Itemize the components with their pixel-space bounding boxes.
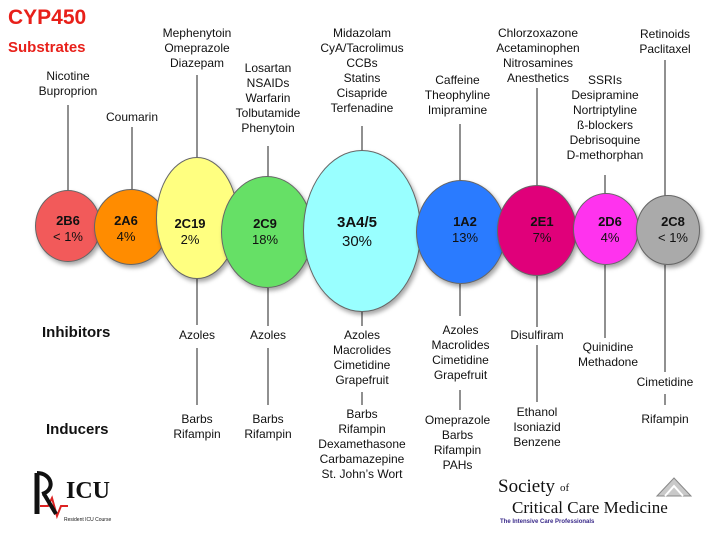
enzyme-label-2c19: 2C19 2% — [174, 216, 206, 247]
substrates-2b6: Nicotine Buproprion — [38, 69, 98, 98]
enzyme-circle-3a4-5 — [303, 150, 421, 312]
sccm-triangle-icon — [655, 477, 693, 497]
substrates-2d6: SSRIs Desipramine Nortriptyline ß-blocke… — [566, 73, 644, 162]
substrates-2e1: Chlorzoxazone Acetaminophen Nitrosamines… — [496, 26, 580, 85]
diagram-title: CYP450 — [8, 6, 87, 29]
substrates-2c19: Mephenytoin Omeprazole Diazepam — [162, 26, 232, 70]
enzyme-label-2c8: 2C8 < 1% — [658, 214, 688, 245]
enzyme-label-2a6: 2A6 4% — [114, 213, 138, 244]
resident-icu-logo: ICU Resident ICU Course — [32, 470, 116, 528]
substrates-1a2: Caffeine Theophyline Imipramine — [424, 73, 491, 117]
icu-logo-tagline: Resident ICU Course — [64, 517, 112, 523]
sccm-logo: Society of Critical Care Medicine The In… — [498, 476, 698, 530]
inhibitors-2d6: Quinidine Methadone — [577, 340, 639, 369]
enzyme-label-1a2: 1A2 13% — [451, 214, 479, 245]
inhibitors-2c19: Azoles — [178, 328, 216, 342]
enzyme-circle-2d6 — [573, 193, 639, 265]
enzyme-circle-2a6 — [94, 189, 168, 265]
sccm-name-text: Critical Care Medicine — [512, 498, 668, 517]
diagram-subtitle: Substrates — [8, 39, 86, 56]
sccm-of-text: of — [560, 482, 570, 494]
inducers-1a2: Omeprazole Barbs Rifampin PAHs — [424, 413, 491, 472]
inhibitors-2c9: Azoles — [249, 328, 287, 342]
substrates-2c9: Losartan NSAIDs Warfarin Tolbutamide Phe… — [235, 61, 301, 135]
enzyme-label-2c9: 2C9 18% — [251, 216, 279, 247]
inhibitors-2c8: Cimetidine — [636, 375, 694, 389]
icu-logo-mark-icon — [34, 471, 68, 520]
inhibitors-1a2: Azoles Macrolides Cimetidine Grapefruit — [431, 323, 490, 382]
enzyme-label-2d6: 2D6 4% — [598, 214, 622, 245]
inhibitors-3a4: Azoles Macrolides Cimetidine Grapefruit — [332, 328, 392, 387]
inducers-2c9: Barbs Rifampin — [244, 412, 292, 441]
inducers-2c19: Barbs Rifampin — [173, 412, 221, 441]
inducers-2e1: Ethanol Isoniazid Benzene — [513, 405, 561, 449]
enzyme-circle-2c9 — [221, 176, 313, 288]
substrates-2a6: Coumarin — [105, 110, 159, 124]
enzyme-label-2e1: 2E1 7% — [530, 214, 554, 245]
sccm-society-text: Society — [498, 476, 555, 497]
inhibitors-row-label: Inhibitors — [42, 324, 111, 341]
enzyme-circle-2b6 — [35, 190, 101, 262]
icu-logo-text: ICU — [66, 478, 111, 504]
enzyme-label-3a4-5: 3A4/5 30% — [336, 214, 378, 250]
inducers-row-label: Inducers — [46, 421, 109, 438]
substrates-2c8: Retinoids Paclitaxel — [639, 27, 691, 56]
enzyme-circle-1a2 — [416, 180, 506, 284]
enzyme-circle-2c8 — [636, 195, 700, 265]
enzyme-circle-2e1 — [497, 185, 577, 276]
enzyme-label-2b6: 2B6 < 1% — [53, 213, 83, 244]
substrates-3a4: Midazolam CyA/Tacrolimus CCBs Statins Ci… — [320, 26, 404, 115]
sccm-tagline: The Intensive Care Professionals — [500, 519, 595, 525]
inducers-2c8: Rifampin — [641, 412, 689, 426]
inhibitors-2e1: Disulfiram — [510, 328, 564, 342]
inducers-3a4: Barbs Rifampin Dexamethasone Carbamazepi… — [318, 407, 406, 481]
